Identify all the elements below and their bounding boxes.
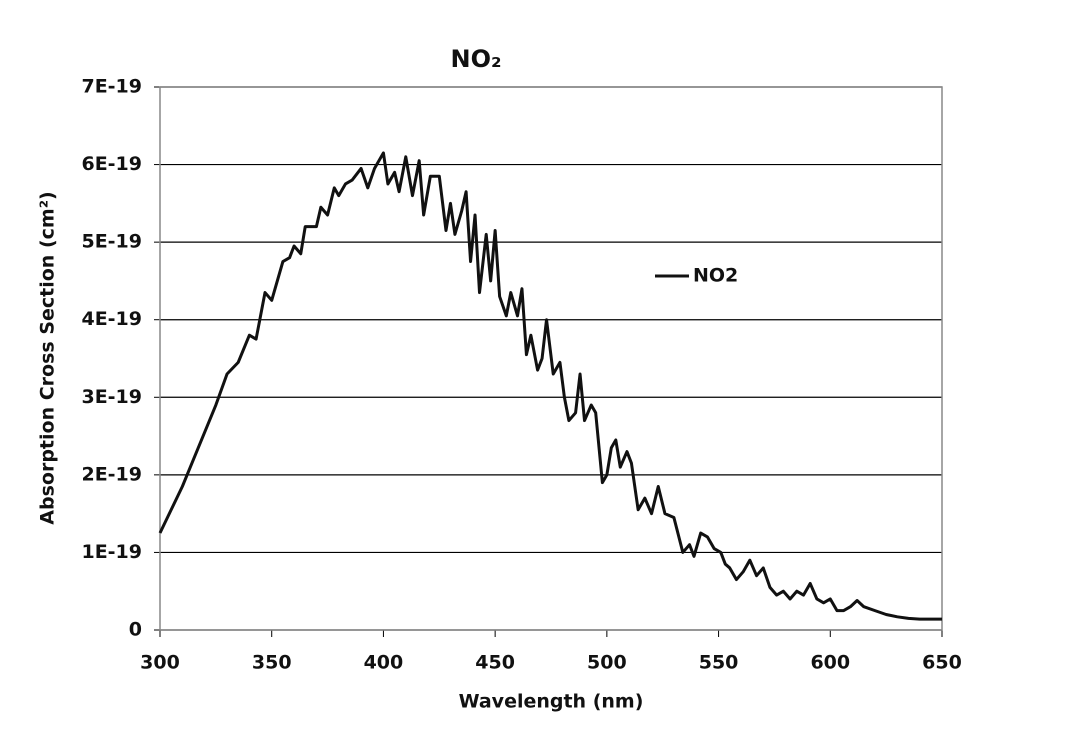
- data-line: [158, 151, 942, 621]
- x-tick-label: 400: [364, 652, 404, 674]
- y-tick-label: 6E-19: [81, 153, 142, 175]
- y-tick-label: 2E-19: [81, 463, 142, 485]
- plot-frame: [159, 86, 943, 631]
- y-tick-label: 5E-19: [81, 231, 142, 253]
- x-tick-label: 300: [140, 652, 180, 674]
- y-tick-label: 7E-19: [81, 76, 142, 98]
- legend-label: NO2: [693, 265, 738, 287]
- x-tick-label: 350: [252, 652, 292, 674]
- y-tick-label: 0: [129, 619, 142, 641]
- y-tick-label: 4E-19: [81, 308, 142, 330]
- x-tick-label: 450: [475, 652, 515, 674]
- x-tick-label: 600: [810, 652, 850, 674]
- x-tick-label: 550: [699, 652, 739, 674]
- y-tick-label: 1E-19: [81, 541, 142, 563]
- x-tick-label: 500: [587, 652, 627, 674]
- x-axis-label: Wavelength (nm): [459, 691, 644, 713]
- x-tick-label: 650: [922, 652, 962, 674]
- y-axis-label: Absorption Cross Section (cm²): [37, 191, 59, 524]
- y-tick-label: 3E-19: [81, 386, 142, 408]
- chart-title: NO₂: [451, 45, 502, 73]
